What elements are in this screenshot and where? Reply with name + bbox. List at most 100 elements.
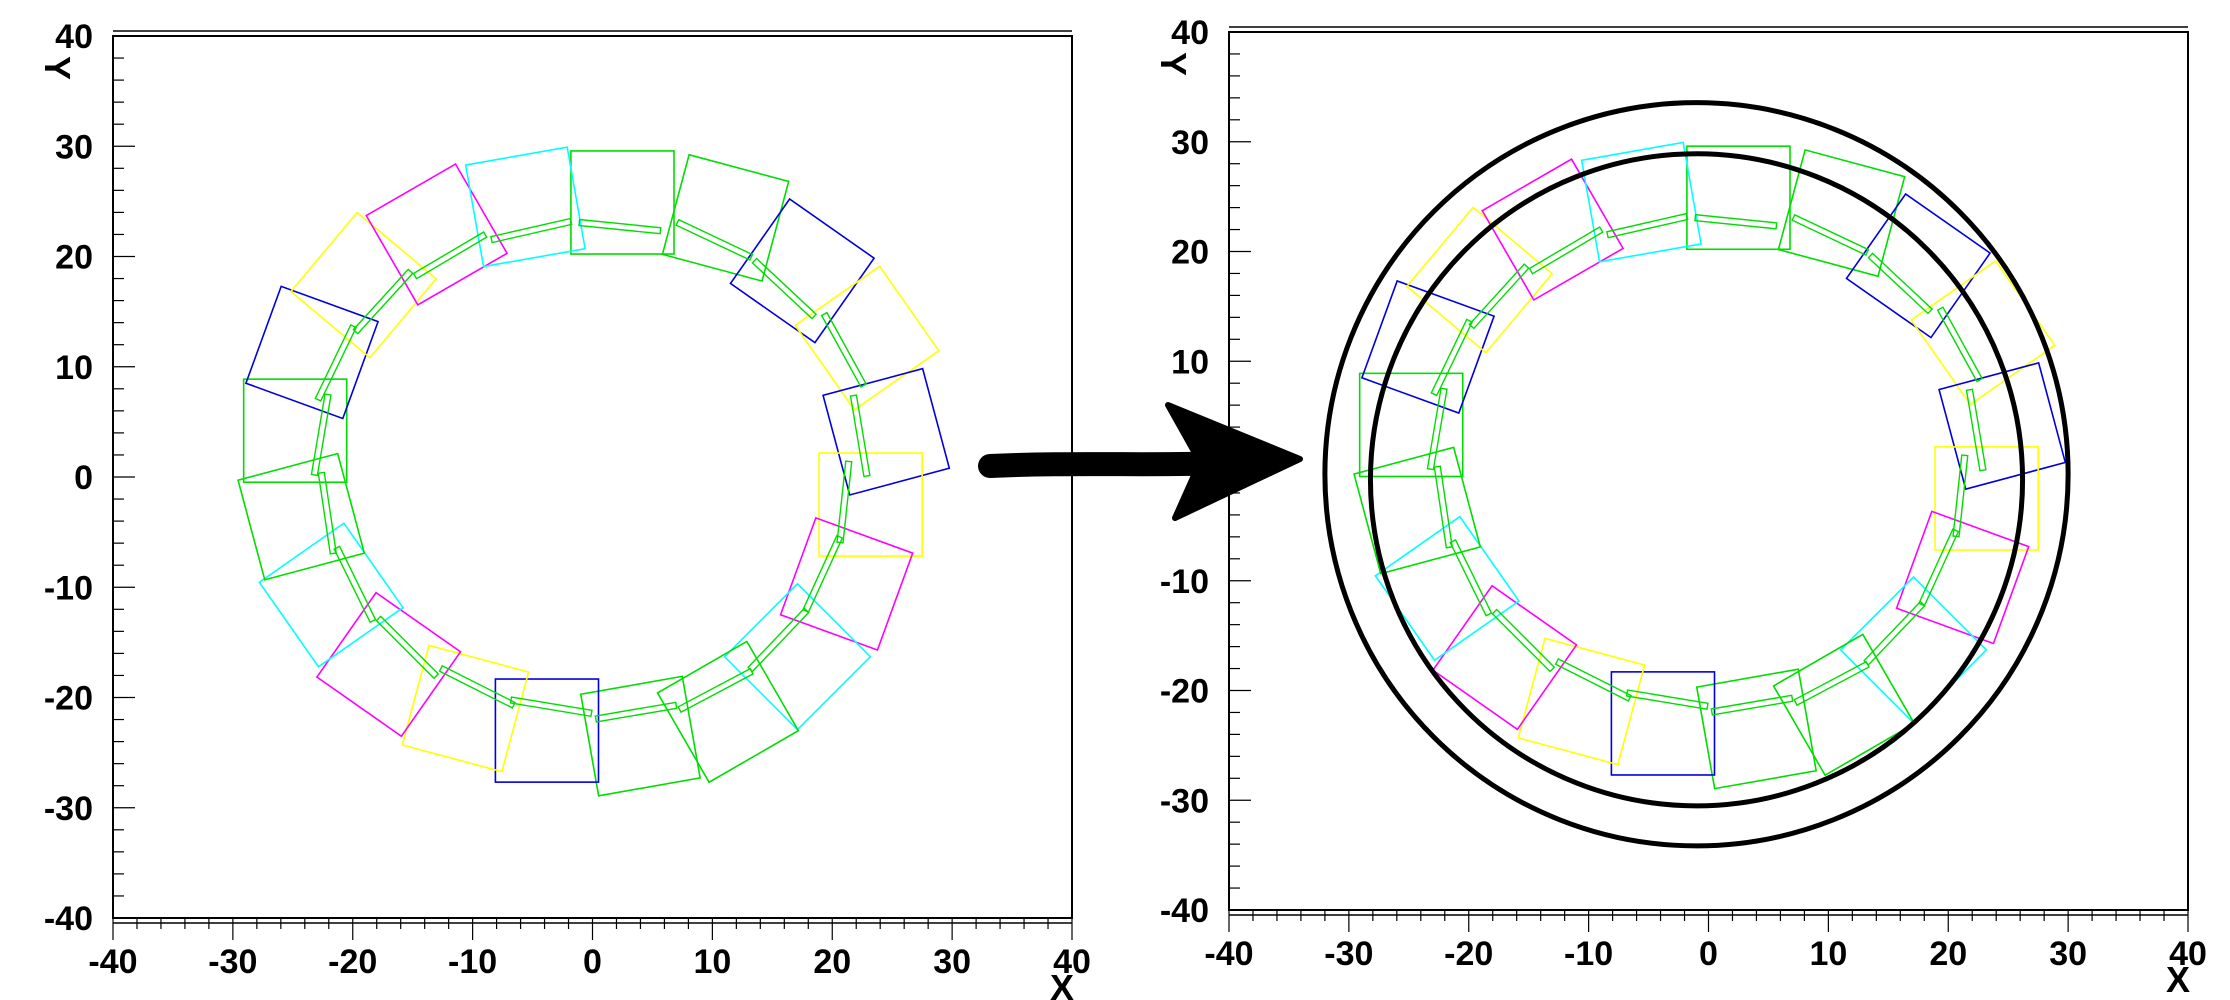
- x-tick-label: -30: [1324, 935, 1373, 973]
- sensor-strips: [1426, 212, 1987, 716]
- y-tick-label: 40: [1171, 14, 1209, 52]
- detector-module: [1777, 148, 1906, 278]
- sensor-strip: [1918, 528, 1960, 607]
- sensor-strip-outline: [1468, 263, 1530, 330]
- sensor-strip: [1793, 660, 1870, 707]
- module-outline: [1938, 361, 2067, 491]
- sensor-strip: [751, 257, 818, 320]
- module-outline: [244, 285, 380, 420]
- x-tick-label: -40: [88, 943, 137, 981]
- sensor-strip-outline: [1965, 388, 1987, 472]
- module-outline: [1353, 446, 1482, 575]
- detector-module: [258, 522, 405, 668]
- detector-module: [1934, 446, 2039, 551]
- arrow-head: [1165, 402, 1303, 521]
- module-outline: [1374, 515, 1521, 662]
- y-tick-label: -20: [44, 680, 93, 718]
- y-axis-title: Y: [1153, 52, 1194, 76]
- sensor-strip-outline: [310, 393, 332, 477]
- sensor-strip-outline: [820, 311, 868, 388]
- y-tick-label: 10: [55, 349, 93, 387]
- y-tick-label: 10: [1171, 343, 1209, 381]
- detector-module: [570, 150, 675, 255]
- plot-frame: [112, 35, 1073, 919]
- y-tick-label: 40: [55, 18, 93, 56]
- detector-module: [661, 153, 790, 283]
- sensor-strip: [1936, 306, 1984, 383]
- module-outline: [1695, 668, 1818, 790]
- sensor-strip: [675, 218, 754, 261]
- sensor-strip: [594, 701, 678, 723]
- detector-module: [1374, 515, 1521, 662]
- sensor-strip-outline: [1625, 689, 1709, 711]
- sensor-strip-outline: [1867, 252, 1934, 315]
- sensor-strip-outline: [1528, 226, 1604, 275]
- sensor-strip: [1863, 600, 1926, 666]
- arrow-shaft: [978, 451, 1237, 478]
- y-tick-label: 20: [55, 239, 93, 277]
- module-outline: [1934, 446, 2039, 551]
- sensor-strips: [310, 217, 871, 723]
- sensor-strip: [1491, 608, 1556, 673]
- left-plot-panel: -40 -30 -20 -10 0 10 20 30 40 40 30 20 10 0 -10 -20 -30 -…: [37, 18, 1091, 1000]
- detector-module: [289, 211, 438, 359]
- sensor-strip-outline: [438, 664, 516, 709]
- y-tick-label: -40: [44, 900, 93, 938]
- sensor-strip: [1710, 694, 1794, 716]
- detector-module: [1360, 279, 1496, 415]
- y-tick-label: 30: [1171, 124, 1209, 162]
- x-tick-label: 30: [2049, 935, 2087, 973]
- sensor-strip-outline: [1554, 657, 1632, 702]
- sensor-strip: [1528, 226, 1604, 275]
- module-outline: [794, 265, 940, 411]
- sensor-strip-outline: [751, 257, 818, 320]
- sensor-strip: [1426, 387, 1448, 471]
- module-outline: [1358, 372, 1464, 478]
- x-tick-label: -10: [448, 943, 497, 981]
- module-outline: [818, 452, 923, 557]
- detector-module: [1772, 633, 1916, 777]
- module-outline: [822, 367, 951, 496]
- module-outline: [1481, 158, 1625, 302]
- sensor-strip-outline: [675, 218, 754, 261]
- sensor-strip: [1449, 538, 1493, 617]
- sensor-strip: [412, 231, 488, 280]
- sensor-strip: [1867, 252, 1934, 315]
- fit-circle: [1367, 151, 2026, 809]
- y-tick-label: 30: [55, 128, 93, 166]
- sensor-strip-outline: [1863, 600, 1926, 666]
- sensor-strip: [1430, 318, 1474, 397]
- module-outline: [1910, 259, 2056, 406]
- sensor-strip-outline: [1449, 538, 1493, 617]
- sensor-strip-outline: [314, 324, 358, 402]
- detector-module: [779, 516, 914, 652]
- sensor-strip-outline: [1426, 387, 1448, 471]
- module-outline: [570, 150, 675, 255]
- sensor-strip-outline: [802, 534, 844, 614]
- sensor-strip-outline: [1433, 465, 1454, 549]
- sensor-strip: [1694, 213, 1778, 230]
- module-outline: [1580, 141, 1703, 263]
- sensor-strip-outline: [412, 231, 488, 280]
- y-tick-label: -10: [44, 569, 93, 607]
- module-outline: [1772, 633, 1916, 777]
- detector-module: [818, 452, 923, 557]
- module-outline: [1839, 575, 1988, 724]
- sensor-strip-outline: [594, 701, 678, 723]
- detector-module: [1910, 259, 2056, 406]
- detector-module: [723, 582, 872, 731]
- sensor-strip: [310, 393, 332, 477]
- module-outline: [1845, 192, 1992, 339]
- detector-module: [237, 452, 366, 581]
- detector-module: [656, 640, 800, 784]
- sensor-strip-outline: [849, 394, 871, 478]
- module-outline: [579, 675, 702, 797]
- y-tick-label: -30: [1160, 782, 1209, 820]
- sensor-strip: [677, 667, 754, 714]
- x-tick-label: 40: [2169, 935, 2207, 973]
- sensor-strip-outline: [1606, 212, 1689, 239]
- module-outline: [1895, 510, 2030, 645]
- detector-module: [1845, 192, 1992, 339]
- detector-module: [1481, 158, 1625, 302]
- sensor-strip-outline: [333, 545, 377, 624]
